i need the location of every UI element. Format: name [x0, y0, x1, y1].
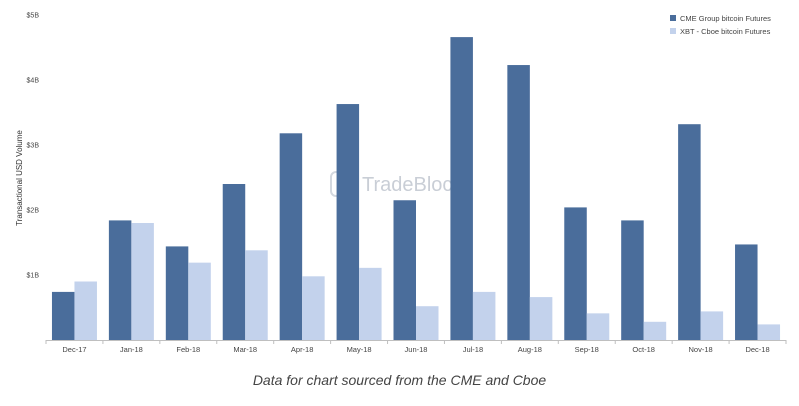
bar-cboe-nov-18 [700, 311, 724, 340]
bar-cme-feb-18 [165, 246, 189, 340]
x-tick-label: Feb-18 [176, 345, 200, 354]
bar-cme-may-18 [336, 104, 360, 340]
legend-swatch [670, 15, 676, 21]
legend: CME Group bitcoin Futures XBT - Cboe bitc… [670, 14, 771, 36]
bar-cboe-jun-18 [416, 306, 439, 340]
bar-cme-mar-18 [222, 184, 246, 340]
x-tick-label: Jan-18 [120, 345, 143, 354]
chart-caption: Data for chart sourced from the CME and … [252, 372, 547, 388]
bar-cme-jun-18 [393, 200, 416, 340]
bars-group [51, 37, 781, 341]
x-tick-label: Jul-18 [463, 345, 483, 354]
y-tick-label: $3B [27, 143, 40, 150]
y-axis-title: Transactional USD Volume [15, 130, 24, 226]
legend-label: XBT - Cboe bitcoin Futures [680, 27, 771, 36]
x-axis: Dec-17 Jan-18 Feb-18 Mar-18 Apr-18 May-18 Jun-… [45, 340, 787, 354]
x-tick-label: Dec-17 [62, 345, 86, 354]
bar-cme-nov-18 [678, 124, 701, 340]
bar-cboe-aug-18 [529, 297, 553, 340]
y-axis-ticks: $1B $2B $3B $4B $5B [27, 13, 40, 280]
x-tick-label: Oct-18 [632, 345, 655, 354]
bar-cme-sep-18 [564, 207, 587, 340]
bar-cme-jan-18 [108, 220, 132, 340]
y-tick-label: $4B [27, 78, 40, 85]
watermark-text: TradeBlock [362, 174, 463, 196]
bar-chart: TradeBlock Transactional USD Volume $1B$… [15, 13, 787, 354]
bar-cme-dec-18 [735, 244, 758, 340]
y-axis-title-group: Transactional USD Volume [15, 130, 24, 226]
bar-cboe-jan-18 [131, 223, 154, 340]
x-tick-label: May-18 [347, 345, 372, 354]
x-tick-label: Aug-18 [518, 345, 542, 354]
bar-cboe-dec-17 [74, 281, 97, 340]
bar-cme-aug-18 [507, 65, 530, 341]
bar-cboe-sep-18 [586, 313, 610, 340]
bar-cboe-jul-18 [472, 291, 496, 340]
bar-cme-dec-17 [51, 291, 75, 340]
legend-label: CME Group bitcoin Futures [680, 14, 771, 23]
x-tick-label: Apr-18 [291, 345, 314, 354]
x-tick-label: Sep-18 [575, 345, 599, 354]
bar-cme-jul-18 [450, 37, 473, 340]
y-tick-label: $5B [27, 13, 40, 20]
bar-cboe-may-18 [359, 267, 382, 340]
bar-cboe-dec-18 [757, 324, 781, 340]
y-tick-label: $2B [27, 208, 40, 215]
x-tick-label: Dec-18 [745, 345, 769, 354]
y-tick-label: $1B [27, 273, 40, 280]
x-tick-label: Jun-18 [405, 345, 428, 354]
bar-cme-oct-18 [621, 220, 644, 340]
chart-area: TradeBlock Transactional USD Volume $1B $… [15, 13, 787, 354]
bar-cme-apr-18 [279, 133, 303, 340]
bar-cboe-feb-18 [188, 262, 211, 340]
x-tick-label: Mar-18 [233, 345, 257, 354]
bar-cboe-oct-18 [643, 321, 667, 340]
x-tick-label: Nov-18 [689, 345, 713, 354]
bar-cboe-apr-18 [302, 276, 325, 340]
bar-cboe-mar-18 [245, 250, 268, 340]
legend-swatch [670, 28, 676, 34]
